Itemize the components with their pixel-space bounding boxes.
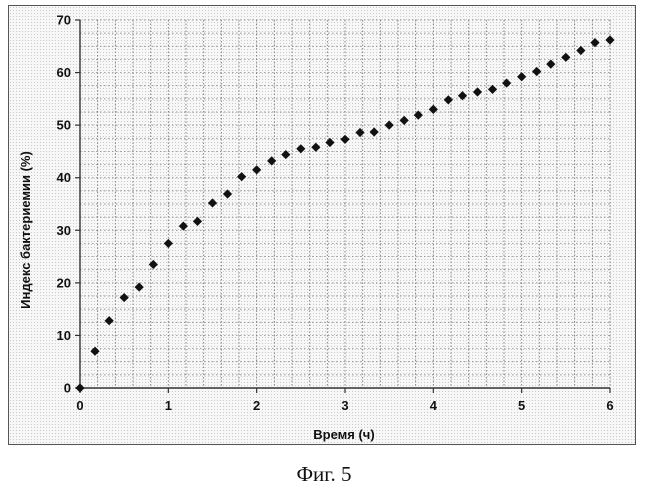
y-tick-label: 10	[57, 328, 71, 343]
grid-lines	[80, 20, 610, 388]
data-point	[252, 165, 261, 174]
data-point	[561, 53, 570, 62]
data-point	[311, 143, 320, 152]
y-tick-label: 30	[57, 223, 71, 238]
x-tick-label: 4	[430, 398, 438, 413]
y-tick-label: 0	[64, 381, 71, 396]
x-tick-label: 0	[76, 398, 83, 413]
axes	[75, 20, 610, 393]
data-point	[473, 87, 482, 96]
y-tick-label: 40	[57, 170, 71, 185]
x-tick-label: 6	[606, 398, 613, 413]
scatter-chart: 0 10 20 30 40 50 60 70 0 1 2 3 4 5 6 Время (ч) Индекс …	[8, 5, 636, 445]
data-point	[149, 260, 158, 269]
data-point	[325, 138, 334, 147]
data-point	[400, 116, 409, 125]
data-point	[135, 282, 144, 291]
data-point	[120, 293, 129, 302]
data-point	[208, 198, 217, 207]
data-point	[517, 72, 526, 81]
data-point	[444, 95, 453, 104]
y-tick-label: 60	[57, 65, 71, 80]
data-point	[488, 85, 497, 94]
data-point	[237, 172, 246, 181]
data-point	[385, 121, 394, 130]
data-point	[296, 144, 305, 153]
data-point	[458, 91, 467, 100]
data-point	[75, 383, 84, 392]
data-point	[576, 46, 585, 55]
x-axis-title: Время (ч)	[313, 427, 374, 442]
x-tick-label: 2	[253, 398, 260, 413]
data-point	[267, 156, 276, 165]
x-tick-label: 5	[518, 398, 525, 413]
x-tick-label: 1	[165, 398, 172, 413]
x-tick-label: 3	[341, 398, 348, 413]
y-axis-title: Индекс бактериемии (%)	[18, 151, 33, 309]
data-point	[590, 38, 599, 47]
data-point	[429, 105, 438, 114]
data-point	[90, 347, 99, 356]
data-point	[355, 128, 364, 137]
data-point	[532, 67, 541, 76]
y-tick-label: 20	[57, 275, 71, 290]
y-tick-label: 50	[57, 118, 71, 133]
data-point	[502, 78, 511, 87]
data-point	[164, 239, 173, 248]
data-point	[546, 60, 555, 69]
y-tick-label: 70	[57, 13, 71, 28]
data-point	[414, 111, 423, 120]
data-point	[179, 221, 188, 230]
data-point	[340, 135, 349, 144]
data-point	[105, 316, 114, 325]
data-point	[370, 127, 379, 136]
data-point	[193, 217, 202, 226]
figure-caption: Фиг. 5	[0, 462, 648, 487]
data-point	[605, 35, 614, 44]
